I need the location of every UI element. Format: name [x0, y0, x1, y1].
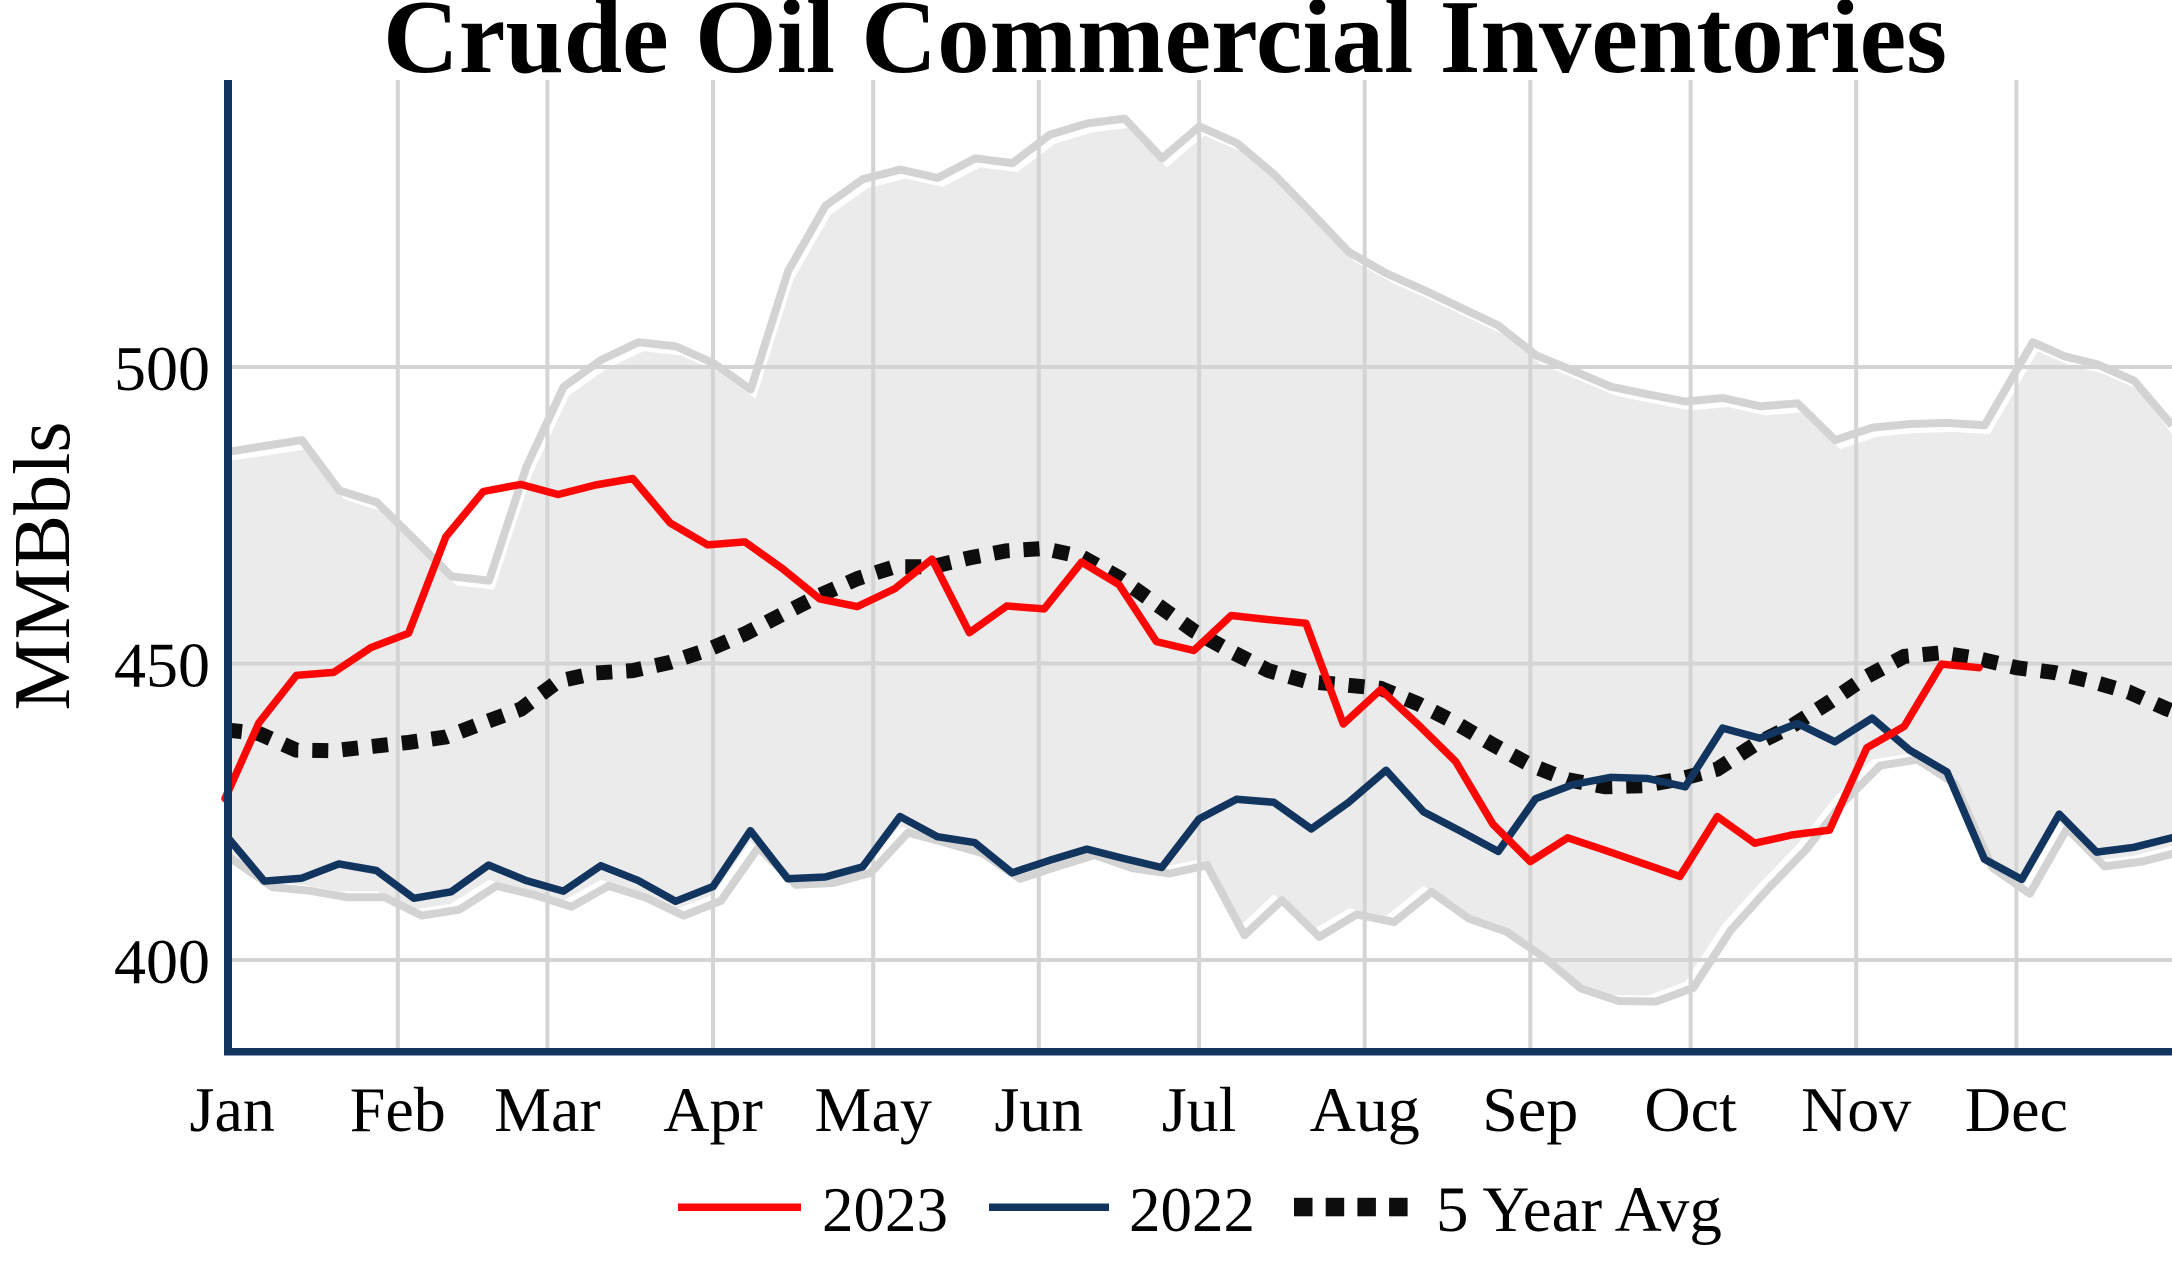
svg-text:400: 400 — [114, 926, 210, 997]
svg-text:Jan: Jan — [190, 1074, 275, 1145]
svg-text:2023: 2023 — [822, 1175, 948, 1245]
svg-text:Jul: Jul — [1162, 1074, 1237, 1145]
svg-text:Apr: Apr — [663, 1074, 763, 1145]
svg-text:5 Year Avg: 5 Year Avg — [1436, 1174, 1722, 1246]
svg-text:2022: 2022 — [1129, 1175, 1255, 1245]
svg-text:Mar: Mar — [494, 1074, 601, 1145]
svg-text:Sep: Sep — [1482, 1074, 1578, 1145]
svg-text:May: May — [815, 1074, 932, 1145]
svg-text:450: 450 — [114, 630, 210, 701]
svg-text:Aug: Aug — [1310, 1074, 1420, 1145]
svg-text:500: 500 — [114, 333, 210, 404]
svg-text:Dec: Dec — [1965, 1074, 2068, 1145]
svg-text:Jun: Jun — [994, 1074, 1083, 1145]
svg-text:MMBbls: MMBbls — [0, 422, 87, 711]
svg-text:Nov: Nov — [1801, 1074, 1911, 1145]
svg-text:Crude Oil Commercial Inventori: Crude Oil Commercial Inventories — [383, 0, 1947, 95]
svg-text:Oct: Oct — [1644, 1074, 1737, 1145]
svg-text:Feb: Feb — [350, 1074, 446, 1145]
